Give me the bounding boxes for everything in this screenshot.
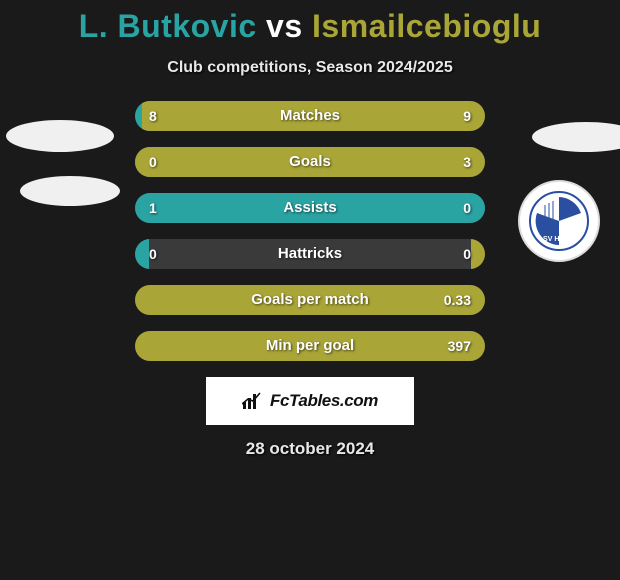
stat-label: Assists: [135, 193, 485, 223]
stat-label: Min per goal: [135, 331, 485, 361]
stat-value-player2: 0.33: [444, 285, 471, 315]
stat-row: Goals per match0.33: [135, 285, 485, 315]
stat-row: Hattricks0 0: [135, 239, 485, 269]
stat-value-player2: 0: [463, 239, 471, 269]
stat-value-player2: 9: [463, 101, 471, 131]
stat-value-player2: 3: [463, 147, 471, 177]
stat-value-player2: 0: [463, 193, 471, 223]
svg-text:SV HORN: SV HORN: [543, 236, 575, 243]
branding-icon: [242, 392, 264, 410]
branding-text: FcTables.com: [270, 391, 378, 411]
stat-value-player2: 397: [448, 331, 471, 361]
player1-photo-placeholder-2: [20, 176, 120, 206]
comparison-title: L. Butkovic vs Ismailcebioglu: [0, 0, 620, 45]
stat-row: Min per goal397: [135, 331, 485, 361]
stat-value-player1: 0: [149, 239, 157, 269]
stat-value-player1: 8: [149, 101, 157, 131]
stats-container: Matches89Goals03Assists10Hattricks00Goal…: [135, 101, 485, 361]
subtitle: Club competitions, Season 2024/2025: [0, 59, 620, 77]
vs-text: vs: [266, 8, 303, 44]
stat-row: Matches8 9: [135, 101, 485, 131]
club-logo-svg: SV HORN: [529, 191, 589, 251]
club-logo: SV HORN: [518, 180, 600, 262]
stat-row: Assists1 0: [135, 193, 485, 223]
branding-badge: FcTables.com: [206, 377, 414, 425]
player1-photo-placeholder-1: [6, 120, 114, 152]
player2-photo-placeholder: [532, 122, 620, 152]
player2-name: Ismailcebioglu: [312, 8, 541, 44]
date-text: 28 october 2024: [0, 439, 620, 459]
stat-label: Matches: [135, 101, 485, 131]
stat-row: Goals0 3: [135, 147, 485, 177]
stat-label: Goals: [135, 147, 485, 177]
stat-value-player1: 0: [149, 147, 157, 177]
player1-name: L. Butkovic: [79, 8, 257, 44]
stat-label: Hattricks: [135, 239, 485, 269]
stat-label: Goals per match: [135, 285, 485, 315]
stat-value-player1: 1: [149, 193, 157, 223]
